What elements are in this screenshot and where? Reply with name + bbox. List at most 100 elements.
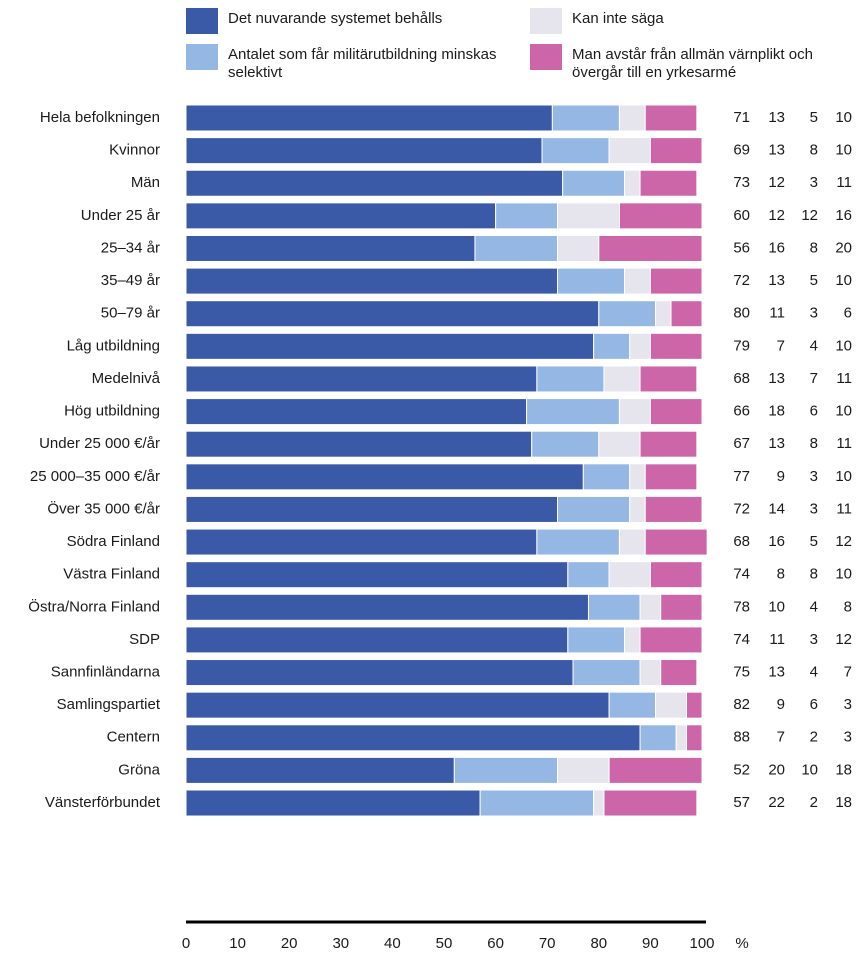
value-label: 16 bbox=[768, 533, 785, 550]
bar-segment bbox=[686, 691, 703, 719]
bar-segment bbox=[185, 659, 574, 687]
bar-segment bbox=[495, 202, 559, 230]
bar-segment bbox=[608, 561, 651, 589]
row-label: Över 35 000 €/år bbox=[47, 499, 160, 517]
value-label: 12 bbox=[801, 207, 818, 224]
bar-segment bbox=[531, 430, 600, 458]
value-label: 5 bbox=[810, 533, 818, 550]
value-label: 18 bbox=[835, 794, 852, 811]
bar-segment bbox=[686, 724, 703, 752]
bar-segment bbox=[618, 202, 703, 230]
row-label: Män bbox=[131, 174, 160, 191]
row-label: Medelnivå bbox=[92, 370, 161, 387]
bar-segment bbox=[608, 137, 651, 165]
value-label: 74 bbox=[733, 566, 750, 583]
value-label: 3 bbox=[844, 696, 852, 713]
bar-segment bbox=[639, 659, 662, 687]
bar-segment bbox=[557, 234, 600, 262]
value-label: 75 bbox=[733, 664, 750, 681]
value-label: 4 bbox=[810, 598, 818, 615]
bar-segment bbox=[639, 430, 698, 458]
value-label: 71 bbox=[733, 109, 750, 126]
bar-segment bbox=[655, 300, 672, 328]
value-label: 10 bbox=[835, 337, 852, 354]
value-label: 6 bbox=[844, 305, 852, 322]
row-label: Centern bbox=[107, 729, 160, 746]
value-label: 2 bbox=[810, 729, 818, 746]
value-label: 67 bbox=[733, 435, 750, 452]
value-label: 11 bbox=[836, 435, 852, 452]
bar-segment bbox=[639, 593, 662, 621]
value-label: 57 bbox=[733, 794, 750, 811]
row-label: Samlingspartiet bbox=[57, 696, 161, 713]
value-label: 4 bbox=[810, 664, 818, 681]
bar-segment bbox=[660, 593, 703, 621]
bar-segment bbox=[474, 234, 559, 262]
value-label: 10 bbox=[835, 109, 852, 126]
value-label: 13 bbox=[768, 142, 785, 159]
value-label: 10 bbox=[835, 142, 852, 159]
row-label: Låg utbildning bbox=[67, 337, 160, 354]
x-tick-label: 100 bbox=[689, 935, 714, 952]
bar-segment bbox=[562, 169, 626, 197]
value-label: 11 bbox=[769, 631, 785, 648]
value-label: 16 bbox=[768, 239, 785, 256]
bar-segment bbox=[649, 137, 703, 165]
bar-segment bbox=[567, 561, 610, 589]
bar-segment bbox=[629, 495, 646, 523]
value-label: 13 bbox=[768, 109, 785, 126]
bar-segment bbox=[185, 137, 543, 165]
value-label: 3 bbox=[810, 631, 818, 648]
bar-segment bbox=[567, 626, 626, 654]
value-label: 20 bbox=[768, 761, 785, 778]
value-label: 10 bbox=[768, 598, 785, 615]
row-label: Under 25 år bbox=[81, 207, 160, 224]
value-label: 3 bbox=[810, 174, 818, 191]
bar-segment bbox=[185, 169, 564, 197]
value-label: 8 bbox=[777, 566, 785, 583]
bar-segment bbox=[185, 430, 533, 458]
bar-segment bbox=[608, 756, 703, 784]
value-label: 8 bbox=[810, 239, 818, 256]
bar-segment bbox=[185, 528, 538, 556]
x-tick-label: 40 bbox=[384, 935, 401, 952]
bar-segment bbox=[536, 365, 605, 393]
value-label: 3 bbox=[844, 729, 852, 746]
legend-swatch bbox=[186, 8, 218, 34]
bar-segment bbox=[644, 463, 698, 491]
value-label: 74 bbox=[733, 631, 750, 648]
x-tick-label: 80 bbox=[590, 935, 607, 952]
value-label: 8 bbox=[810, 566, 818, 583]
bar-segment bbox=[639, 169, 698, 197]
value-label: 7 bbox=[777, 729, 785, 746]
value-label: 10 bbox=[835, 468, 852, 485]
value-label: 60 bbox=[733, 207, 750, 224]
row-label: Hela befolkningen bbox=[40, 109, 160, 126]
value-label: 52 bbox=[733, 761, 750, 778]
value-label: 80 bbox=[733, 305, 750, 322]
value-label: 88 bbox=[733, 729, 750, 746]
x-axis-label: % bbox=[735, 935, 748, 952]
bar-segment bbox=[536, 528, 620, 556]
value-label: 8 bbox=[810, 435, 818, 452]
bar-segment bbox=[185, 691, 610, 719]
bar-segment bbox=[185, 789, 481, 817]
bar-segment bbox=[185, 300, 600, 328]
bar-segment bbox=[557, 202, 620, 230]
bar-segment bbox=[618, 398, 651, 426]
legend-label: Kan inte säga bbox=[572, 10, 664, 27]
row-label: Kvinnor bbox=[109, 142, 160, 159]
value-label: 3 bbox=[810, 500, 818, 517]
bar-segment bbox=[639, 365, 698, 393]
legend-label: Man avstår från allmän värnplikt och öve… bbox=[572, 46, 813, 81]
bar-segment bbox=[541, 137, 610, 165]
bar-segment bbox=[639, 626, 703, 654]
bar-segment bbox=[185, 365, 538, 393]
value-label: 5 bbox=[810, 272, 818, 289]
value-label: 79 bbox=[733, 337, 750, 354]
row-label: 25–34 år bbox=[101, 239, 160, 256]
value-label: 11 bbox=[769, 305, 785, 322]
bar-segment bbox=[479, 789, 595, 817]
